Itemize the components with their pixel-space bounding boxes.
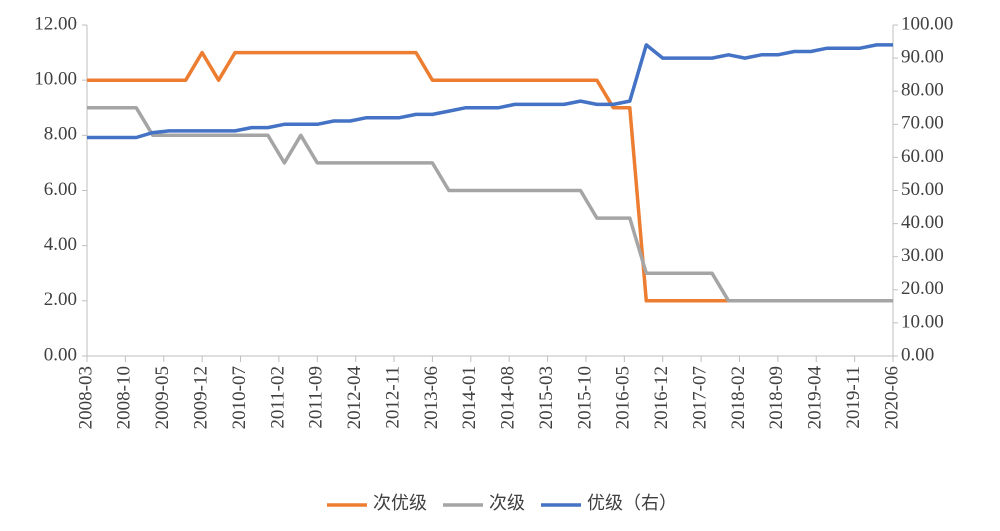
x-tick-label: 2014-08 — [498, 366, 519, 429]
x-tick-label: 2016-05 — [613, 366, 634, 429]
y2-tick-label: 80.00 — [901, 80, 944, 101]
legend-label: 次级 — [489, 493, 525, 513]
x-tick-label: 2015-03 — [536, 366, 557, 429]
x-tick-label: 2011-02 — [267, 366, 288, 429]
y-tick-label: 6.00 — [44, 179, 77, 200]
x-tick-label: 2018-09 — [766, 366, 787, 429]
y-tick-label: 12.00 — [34, 13, 77, 34]
y2-tick-label: 0.00 — [901, 344, 934, 365]
legend-label: 次优级 — [373, 493, 427, 513]
y-tick-label: 10.00 — [34, 69, 77, 90]
y2-tick-label: 90.00 — [901, 46, 944, 67]
x-tick-label: 2010-07 — [229, 366, 250, 429]
x-tick-label: 2009-05 — [152, 366, 173, 429]
x-tick-label: 2008-10 — [114, 366, 135, 429]
y2-tick-label: 100.00 — [901, 13, 953, 34]
x-tick-label: 2016-12 — [651, 366, 672, 429]
legend-label: 优级（右） — [587, 493, 677, 513]
x-tick-label: 2014-01 — [459, 366, 480, 429]
series-line — [87, 43, 893, 140]
y-tick-label: 0.00 — [44, 344, 77, 365]
y-tick-label: 2.00 — [44, 289, 77, 310]
series-line — [87, 50, 893, 303]
x-tick-label: 2017-07 — [689, 366, 710, 429]
x-tick-label: 2012-04 — [344, 366, 365, 430]
x-tick-label: 2008-03 — [75, 366, 96, 429]
x-tick-label: 2020-06 — [881, 366, 902, 429]
y2-tick-label: 70.00 — [901, 113, 944, 134]
y2-tick-label: 40.00 — [901, 212, 944, 233]
y2-tick-label: 30.00 — [901, 245, 944, 266]
x-tick-label: 2015-10 — [574, 366, 595, 429]
x-tick-label: 2009-12 — [191, 366, 212, 429]
x-tick-label: 2018-02 — [728, 366, 749, 429]
y2-tick-label: 20.00 — [901, 278, 944, 299]
x-tick-label: 2011-09 — [306, 366, 327, 429]
x-tick-label: 2019-04 — [805, 366, 826, 430]
y-tick-label: 8.00 — [44, 124, 77, 145]
x-tick-label: 2012-11 — [382, 366, 403, 429]
y-tick-label: 4.00 — [44, 234, 77, 255]
x-tick-label: 2019-11 — [843, 366, 864, 429]
x-tick-label: 2013-06 — [421, 366, 442, 429]
y2-tick-label: 50.00 — [901, 179, 944, 200]
y2-tick-label: 60.00 — [901, 146, 944, 167]
y2-tick-label: 10.00 — [901, 311, 944, 332]
series-line — [87, 106, 893, 303]
